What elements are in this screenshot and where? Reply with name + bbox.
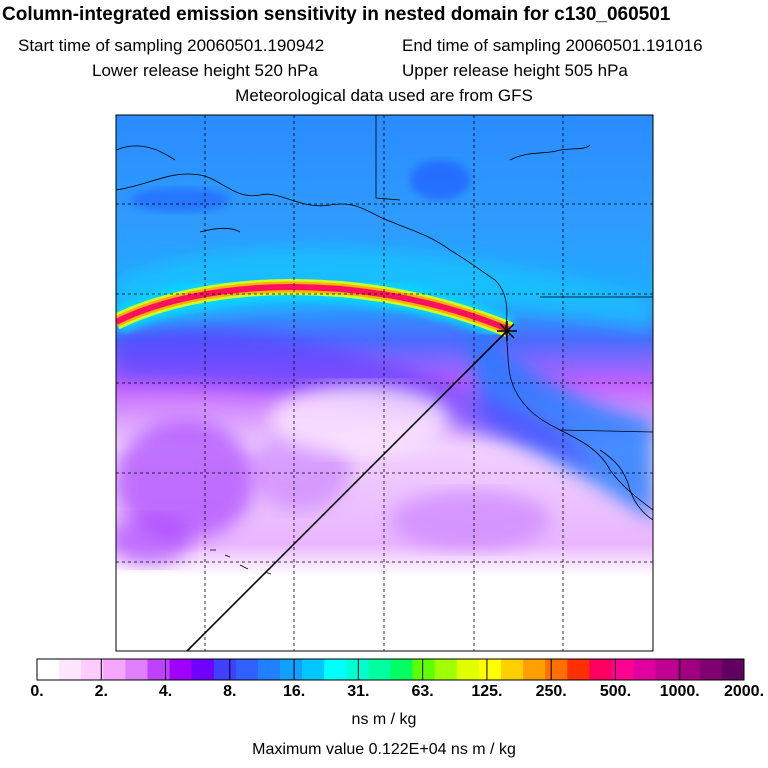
- colorbar-tick-label: 8.: [223, 683, 237, 700]
- colorbar-tick-label: 125.: [471, 683, 503, 700]
- colorbar-swatch: [721, 659, 745, 680]
- colorbar-tick-label: 0.: [30, 683, 44, 700]
- colorbar-swatch: [346, 659, 369, 680]
- colorbar-swatch: [456, 659, 480, 680]
- upper-height-label: Upper release height 505 hPa: [402, 61, 628, 80]
- colorbar-swatch: [589, 659, 612, 680]
- flight-track: [186, 330, 508, 652]
- colorbar-swatch: [147, 659, 171, 680]
- colorbar-swatch: [191, 659, 215, 680]
- max-value-label: Maximum value 0.122E+04 ns m / kg: [252, 741, 516, 758]
- graticule: [116, 115, 653, 651]
- units-label: ns m / kg: [351, 711, 417, 728]
- colorbar-swatch: [611, 659, 635, 680]
- start-time-label: Start time of sampling 20060501.190942: [18, 36, 325, 55]
- colorbar-swatch: [677, 659, 701, 680]
- colorbar-swatch: [37, 659, 60, 680]
- lower-height-label: Lower release height 520 hPa: [92, 61, 318, 80]
- map-frame: [115, 114, 654, 652]
- coastlines: [116, 144, 653, 575]
- colorbar-swatch: [633, 659, 657, 680]
- colorbar-swatch: [655, 659, 679, 680]
- colorbar-tick-label: 250.: [535, 683, 567, 700]
- colorbar-swatch: [257, 659, 281, 680]
- colorbar-swatch: [412, 659, 436, 680]
- colorbar-swatch: [390, 659, 414, 680]
- map-field: [116, 115, 653, 651]
- colorbar-tick-labels: 0. 2. 4. 8. 16. 31. 63. 125. 250. 500. 1000. 2000.: [0, 683, 768, 703]
- borders: [375, 115, 653, 433]
- colorbar-tick-label: 4.: [158, 683, 173, 700]
- colorbar-swatch: [368, 659, 391, 680]
- colorbar-tick-label: 1000.: [659, 683, 700, 700]
- colorbar-tick-label: 500.: [599, 683, 632, 700]
- colorbar-swatch: [500, 659, 524, 680]
- colorbar-swatch: [478, 659, 502, 680]
- colorbar-swatch: [545, 659, 568, 680]
- colorbar: [36, 658, 745, 681]
- colorbar-swatch: [567, 659, 590, 680]
- colorbar-tick-label: 2000.: [723, 683, 765, 700]
- colorbar-swatch: [213, 659, 237, 680]
- colorbar-swatch: [302, 659, 325, 680]
- colorbar-tick-label: 2.: [94, 683, 108, 700]
- colorbar-swatch: [103, 659, 126, 680]
- colorbar-swatch: [169, 659, 193, 680]
- met-data-label: Meteorological data used are from GFS: [235, 86, 533, 105]
- colorbar-swatch: [125, 659, 148, 680]
- colorbar-tick-label: 16.: [282, 683, 306, 700]
- asterisk-marker-icon: [497, 321, 517, 341]
- colorbar-frame: [36, 658, 745, 681]
- colorbar-swatch: [235, 659, 259, 680]
- colorbar-swatch: [699, 659, 723, 680]
- colorbar-swatch: [81, 659, 104, 680]
- colorbar-swatch: [434, 659, 458, 680]
- colorbar-swatch: [324, 659, 347, 680]
- colorbar-swatch: [523, 659, 546, 680]
- end-time-label: End time of sampling 20060501.191016: [402, 36, 703, 55]
- colorbar-swatch: [280, 659, 303, 680]
- colorbar-tick-label: 63.: [411, 683, 434, 700]
- colorbar-tick-label: 31.: [347, 683, 370, 700]
- map-title: Column-integrated emission sensitivity i…: [2, 4, 671, 25]
- colorbar-swatch: [59, 659, 82, 680]
